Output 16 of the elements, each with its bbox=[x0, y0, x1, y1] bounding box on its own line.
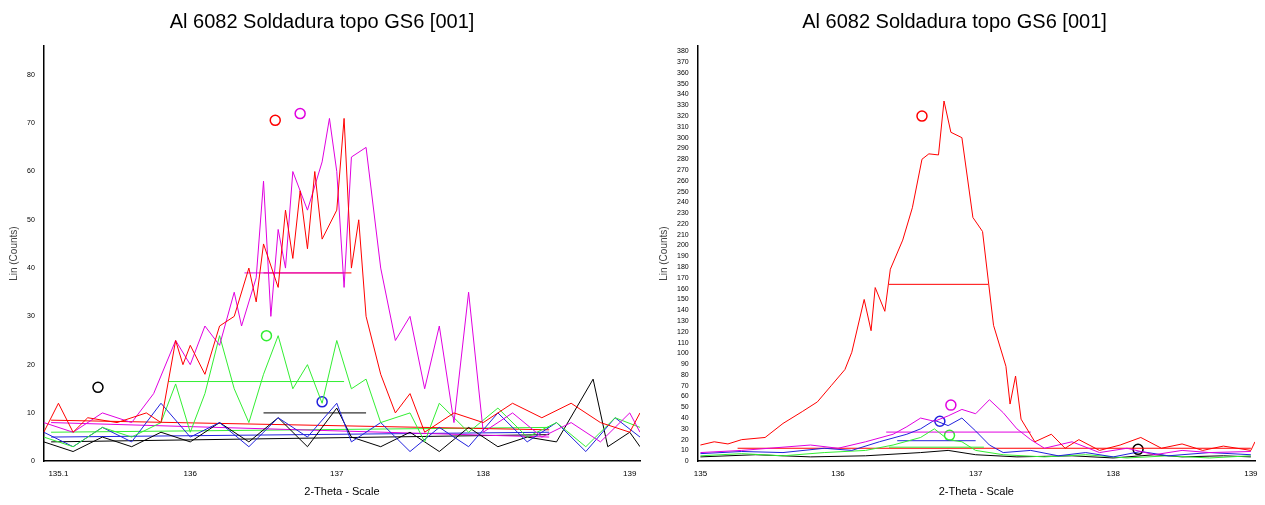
x-tick-label: 135 bbox=[693, 469, 708, 479]
x-tick-label: 139 bbox=[623, 469, 637, 479]
x-tick-label: 136 bbox=[183, 469, 198, 479]
y-axis-title: Lin (Counts) bbox=[7, 226, 19, 281]
x-tick-label: 137 bbox=[330, 469, 344, 479]
chart-title: Al 6082 Soldadura topo GS6 [001] bbox=[169, 9, 475, 32]
x-tick-label: 136 bbox=[831, 469, 846, 479]
x-axis-title: 2-Theta - Scale bbox=[938, 485, 1014, 498]
x-tick-label: 135.1 bbox=[48, 469, 69, 479]
x-tick-label: 137 bbox=[968, 469, 983, 479]
x-tick-label: 139 bbox=[1244, 469, 1259, 479]
chart-title: Al 6082 Soldadura topo GS6 [001] bbox=[802, 9, 1107, 32]
x-tick-label: 138 bbox=[476, 469, 491, 479]
y-axis-title: Lin (Counts) bbox=[657, 226, 669, 281]
x-tick-label: 138 bbox=[1106, 469, 1121, 479]
x-axis-title: 2-Theta - Scale bbox=[304, 485, 380, 498]
